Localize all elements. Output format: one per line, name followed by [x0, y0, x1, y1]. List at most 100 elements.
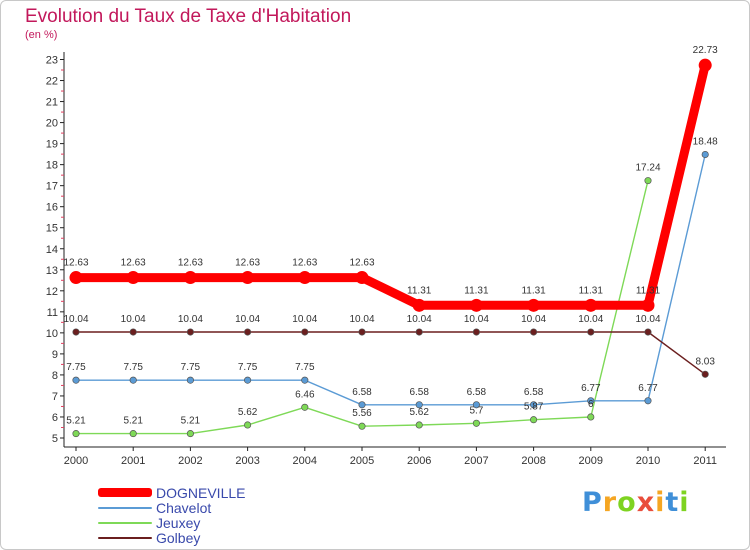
data-point-golbey [186, 328, 194, 336]
data-point-chavelot [701, 150, 709, 159]
data-label-golbey: 10.04 [235, 314, 260, 325]
legend-swatch [98, 488, 152, 497]
logo-letter: P [582, 487, 603, 518]
data-point-chavelot [186, 376, 194, 384]
y-tick-label: 9 [52, 349, 58, 361]
data-point-jeuxey [244, 421, 252, 429]
y-tick-label: 18 [46, 160, 58, 172]
data-point-jeuxey [530, 416, 538, 424]
data-label-chavelot: 6.58 [409, 387, 429, 398]
legend-label: Jeuxey [156, 514, 201, 531]
data-label-chavelot: 18.48 [693, 137, 718, 148]
y-tick-label: 13 [46, 265, 58, 277]
data-point-chavelot [472, 401, 480, 409]
chart-subtitle: (en %) [25, 29, 58, 41]
legend-item-chavelot: Chavelot [98, 500, 245, 515]
x-tick-label: 2008 [521, 455, 545, 467]
data-label-dogneville: 11.31 [407, 285, 432, 296]
logo-letter: r [602, 487, 618, 518]
data-point-dogneville [584, 298, 598, 312]
data-label-golbey: 8.03 [695, 356, 715, 367]
legend-item-dogneville: DOGNEVILLE [98, 485, 245, 500]
series-line-golbey [75, 331, 706, 375]
data-point-jeuxey [72, 430, 80, 438]
data-point-jeuxey [587, 413, 595, 421]
data-point-dogneville [355, 271, 369, 285]
data-point-golbey [472, 328, 480, 336]
data-label-chavelot: 7.75 [295, 362, 315, 373]
data-point-chavelot [244, 376, 252, 384]
series-line-chavelot [75, 153, 706, 406]
data-label-jeuxey: 5.7 [469, 405, 483, 416]
data-point-dogneville [298, 271, 312, 285]
x-tick-label: 2006 [407, 455, 431, 467]
data-point-chavelot [72, 376, 80, 384]
y-tick-label: 21 [46, 97, 58, 109]
y-tick-label: 12 [46, 286, 58, 298]
data-label-dogneville: 11.31 [636, 285, 661, 296]
line-chart: 5 6 7 8 9 10 11 12 13 14 15 16 17 18 19 20 21 22 23 2000 200… [46, 45, 726, 467]
data-point-dogneville [241, 271, 255, 285]
series-lines [71, 60, 710, 435]
legend-label: DOGNEVILLE [156, 484, 246, 501]
y-tick-label: 7 [52, 391, 58, 403]
chart-axes: 5 6 7 8 9 10 11 12 13 14 15 16 17 18 19 20 21 22 23 2000 200… [46, 52, 726, 467]
x-tick-label: 2004 [293, 455, 317, 467]
data-point-golbey [244, 328, 252, 336]
data-label-chavelot: 6.58 [467, 387, 487, 398]
data-point-dogneville [527, 298, 541, 312]
data-point-golbey [301, 328, 309, 336]
y-tick-label: 14 [46, 244, 58, 256]
data-label-chavelot: 7.75 [238, 362, 258, 373]
data-point-golbey [530, 328, 538, 336]
data-point-dogneville [183, 271, 197, 285]
data-label-chavelot: 7.75 [181, 362, 201, 373]
data-point-chavelot [358, 401, 366, 409]
data-point-dogneville [698, 58, 712, 72]
data-label-jeuxey: 5.62 [238, 407, 258, 418]
data-label-jeuxey: 17.24 [635, 163, 660, 174]
data-label-jeuxey: 5.87 [524, 402, 544, 413]
data-point-golbey [587, 328, 595, 336]
x-tick-label: 2001 [121, 455, 145, 467]
data-point-dogneville [641, 298, 655, 312]
y-tick-label: 5 [52, 433, 58, 445]
data-labels: 5.21 5.21 5.21 5.62 6.46 5.56 5.62 5.7 5.87 6 17.2… [63, 45, 718, 426]
y-tick-label: 10 [46, 328, 58, 340]
data-point-dogneville [469, 298, 483, 312]
y-tick-label: 15 [46, 223, 58, 235]
y-tick-label: 22 [46, 76, 58, 88]
data-label-chavelot: 6.58 [352, 387, 372, 398]
data-label-golbey: 10.04 [407, 314, 432, 325]
data-point-chavelot [587, 397, 595, 405]
y-tick-label: 19 [46, 139, 58, 151]
data-point-golbey [129, 328, 137, 336]
data-label-dogneville: 12.63 [349, 258, 374, 269]
data-label-chavelot: 7.75 [66, 362, 86, 373]
data-label-dogneville: 11.31 [521, 285, 546, 296]
legend-swatch [98, 536, 152, 539]
data-label-dogneville: 12.63 [292, 258, 317, 269]
data-point-jeuxey [186, 430, 194, 438]
logo-letter: t [665, 487, 680, 518]
data-label-jeuxey: 5.56 [352, 408, 372, 419]
data-label-dogneville: 22.73 [693, 45, 718, 56]
data-label-golbey: 10.04 [635, 314, 660, 325]
y-tick-label: 11 [47, 307, 58, 319]
y-tick-label: 23 [46, 55, 58, 67]
data-label-golbey: 10.04 [349, 314, 374, 325]
legend-swatch [98, 506, 152, 509]
data-point-chavelot [644, 397, 652, 405]
x-tick-label: 2011 [693, 455, 717, 467]
data-point-jeuxey [301, 403, 309, 411]
data-point-chavelot [415, 401, 423, 409]
x-tick-label: 2002 [178, 455, 202, 467]
data-label-golbey: 10.04 [63, 314, 88, 325]
data-point-chavelot [530, 401, 538, 409]
chart-title: Evolution du Taux de Taxe d'Habitation [25, 6, 352, 27]
data-label-jeuxey: 5.21 [123, 416, 143, 427]
data-label-chavelot: 7.75 [123, 362, 143, 373]
data-point-chavelot [129, 376, 137, 384]
data-label-jeuxey: 6 [588, 399, 594, 410]
legend-label: Chavelot [156, 499, 212, 516]
